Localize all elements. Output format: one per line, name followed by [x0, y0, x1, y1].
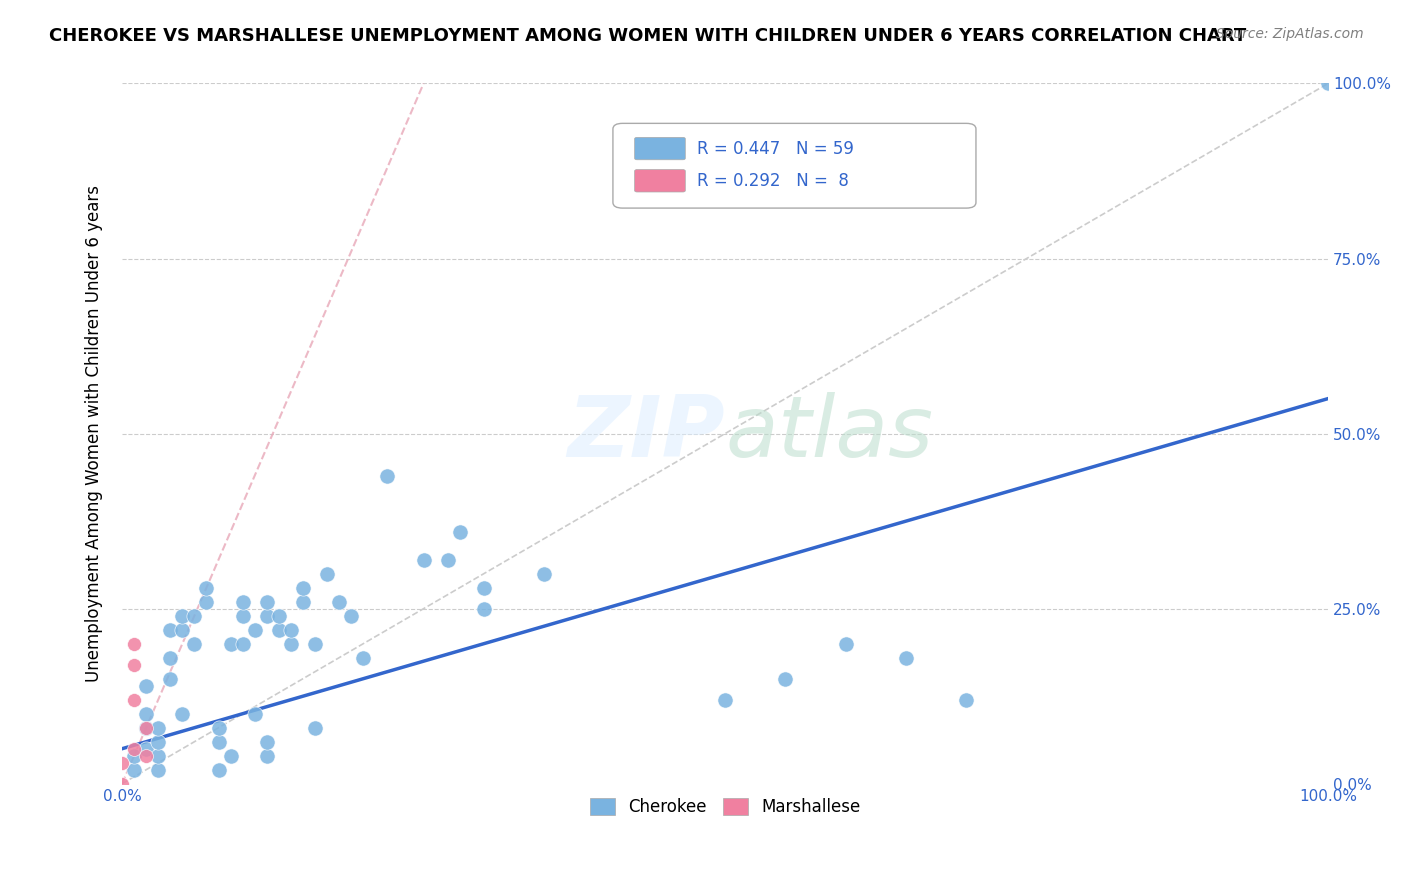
- Text: R = 0.292   N =  8: R = 0.292 N = 8: [697, 172, 849, 190]
- Point: [159, 623, 181, 637]
- Point: [122, 748, 145, 763]
- Point: [304, 637, 326, 651]
- Point: [148, 721, 170, 735]
- Text: ZIP: ZIP: [568, 392, 725, 475]
- Point: [122, 692, 145, 706]
- Point: [111, 777, 134, 791]
- Text: atlas: atlas: [725, 392, 934, 475]
- Point: [232, 637, 254, 651]
- Point: [894, 650, 917, 665]
- Point: [291, 595, 314, 609]
- Point: [135, 741, 157, 756]
- Point: [267, 623, 290, 637]
- Point: [316, 566, 339, 581]
- Point: [449, 524, 471, 539]
- Point: [219, 748, 242, 763]
- Point: [122, 763, 145, 777]
- Point: [207, 763, 229, 777]
- Point: [472, 601, 495, 615]
- Point: [340, 608, 363, 623]
- Point: [135, 748, 157, 763]
- Point: [328, 595, 350, 609]
- Point: [122, 741, 145, 756]
- Point: [352, 650, 374, 665]
- Point: [412, 552, 434, 566]
- Text: CHEROKEE VS MARSHALLESE UNEMPLOYMENT AMONG WOMEN WITH CHILDREN UNDER 6 YEARS COR: CHEROKEE VS MARSHALLESE UNEMPLOYMENT AMO…: [49, 27, 1247, 45]
- Text: Source: ZipAtlas.com: Source: ZipAtlas.com: [1216, 27, 1364, 41]
- Point: [243, 706, 266, 721]
- Point: [207, 735, 229, 749]
- Point: [135, 721, 157, 735]
- FancyBboxPatch shape: [634, 169, 685, 192]
- Point: [955, 692, 977, 706]
- Point: [267, 608, 290, 623]
- Point: [195, 581, 218, 595]
- Point: [256, 595, 278, 609]
- Point: [436, 552, 458, 566]
- Point: [232, 608, 254, 623]
- Point: [172, 608, 194, 623]
- Point: [232, 595, 254, 609]
- Point: [135, 721, 157, 735]
- Point: [159, 650, 181, 665]
- Point: [111, 756, 134, 770]
- Point: [472, 581, 495, 595]
- Point: [183, 608, 205, 623]
- Point: [280, 623, 302, 637]
- Point: [291, 581, 314, 595]
- Point: [256, 748, 278, 763]
- Point: [148, 735, 170, 749]
- Point: [243, 623, 266, 637]
- Point: [256, 608, 278, 623]
- Point: [256, 735, 278, 749]
- Point: [172, 623, 194, 637]
- Point: [207, 721, 229, 735]
- Point: [135, 706, 157, 721]
- Point: [135, 679, 157, 693]
- Point: [172, 706, 194, 721]
- Point: [377, 468, 399, 483]
- Legend: Cherokee, Marshallese: Cherokee, Marshallese: [581, 789, 869, 824]
- Point: [714, 692, 737, 706]
- Point: [1317, 77, 1340, 91]
- Point: [148, 763, 170, 777]
- Point: [775, 672, 797, 686]
- Y-axis label: Unemployment Among Women with Children Under 6 years: Unemployment Among Women with Children U…: [86, 185, 103, 682]
- Point: [183, 637, 205, 651]
- Point: [533, 566, 555, 581]
- FancyBboxPatch shape: [634, 137, 685, 160]
- Point: [148, 748, 170, 763]
- Point: [304, 721, 326, 735]
- Point: [219, 637, 242, 651]
- Point: [280, 637, 302, 651]
- Text: R = 0.447   N = 59: R = 0.447 N = 59: [697, 139, 855, 158]
- Point: [834, 637, 856, 651]
- Point: [122, 637, 145, 651]
- FancyBboxPatch shape: [613, 123, 976, 208]
- Point: [195, 595, 218, 609]
- Point: [122, 657, 145, 672]
- Point: [159, 672, 181, 686]
